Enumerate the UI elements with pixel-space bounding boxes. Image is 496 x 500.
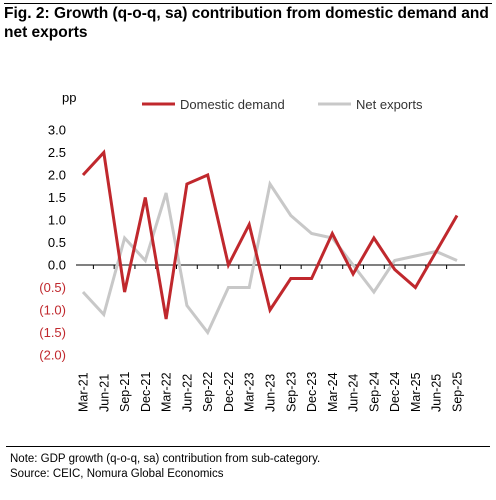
- y-tick-label: (1.0): [39, 303, 66, 318]
- x-tick-label: Sep-22: [201, 372, 215, 412]
- x-tick-label: Jun-22: [180, 374, 194, 412]
- y-tick-label: (1.5): [39, 325, 66, 340]
- y-tick-label: 3.0: [48, 123, 66, 138]
- y-tick-label: 2.5: [48, 145, 66, 160]
- series-line-1: [81, 180, 458, 336]
- x-tick-label: Mar-25: [409, 372, 423, 412]
- x-tick-label: Sep-23: [284, 372, 298, 412]
- x-tick-label: Jun-23: [264, 374, 278, 412]
- x-tick-label: Dec-21: [139, 372, 153, 412]
- x-tick-label: Mar-21: [77, 372, 91, 412]
- y-tick-label: 1.0: [48, 213, 66, 228]
- title-rule: [4, 3, 492, 4]
- x-tick-label: Sep-24: [367, 372, 381, 412]
- x-tick-label: Dec-23: [305, 372, 319, 412]
- x-tick-label: Mar-23: [243, 372, 257, 412]
- y-tick-label: 0.5: [48, 235, 66, 250]
- x-tick-label: Jun-24: [347, 374, 361, 412]
- x-tick-label: Mar-24: [326, 372, 340, 412]
- y-axis-label: pp: [62, 90, 76, 105]
- x-tick-label: Sep-25: [451, 372, 465, 412]
- source-note: Source: CEIC, Nomura Global Economics: [10, 468, 224, 480]
- figure-title: Fig. 2: Growth (q-o-q, sa) contribution …: [4, 5, 489, 41]
- y-tick-label: (2.0): [39, 348, 66, 363]
- x-tick-label: Jun-21: [97, 374, 111, 412]
- footnote: Note: GDP growth (q-o-q, sa) contributio…: [10, 453, 321, 465]
- y-tick-label: (0.5): [39, 280, 66, 295]
- x-tick-label: Mar-22: [160, 372, 174, 412]
- y-axis-ticks: 3.0 2.5 2.0 1.5 1.0 0.5 0.0 (0.5) (1.0) (1.5) (2.0…: [39, 123, 66, 363]
- line-chart: pp Domestic demand Net exports 3.0 2.5 2.0 1…: [39, 90, 465, 412]
- y-tick-label: 0.0: [48, 258, 66, 273]
- footer-rule: [6, 446, 490, 447]
- chart-legend: Domestic demand Net exports: [142, 97, 423, 112]
- legend-label-0: Domestic demand: [180, 97, 285, 112]
- x-tick-label: Jun-25: [430, 374, 444, 412]
- x-axis: Mar-21 Jun-21 Sep-21 Dec-21 Mar-22 Jun-22 Sep-…: [76, 264, 465, 412]
- x-tick-label: Sep-21: [118, 372, 132, 412]
- y-tick-label: 1.5: [48, 190, 66, 205]
- y-tick-label: 2.0: [48, 168, 66, 183]
- legend-label-1: Net exports: [356, 97, 423, 112]
- x-tick-label: Dec-24: [388, 372, 402, 412]
- series-line-0: [81, 149, 459, 320]
- chart-series: [81, 149, 459, 336]
- x-tick-label: Dec-22: [222, 372, 236, 412]
